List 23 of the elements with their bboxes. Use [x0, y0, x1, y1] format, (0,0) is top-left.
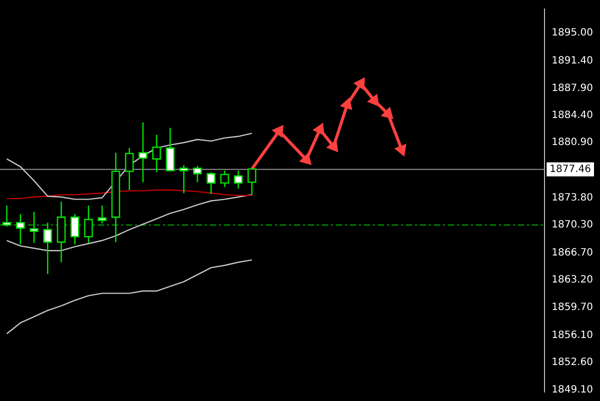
- y-tick-label: 1859.70: [552, 302, 594, 313]
- y-tick-label: 1866.70: [552, 248, 594, 259]
- y-tick-label: 1870.30: [552, 220, 594, 231]
- y-tick-label: 1884.40: [552, 110, 594, 122]
- point: [396, 144, 406, 156]
- point: [300, 154, 311, 164]
- y-tick-label: 1880.90: [552, 137, 594, 148]
- point: [328, 140, 338, 152]
- y-tick-label: 1849.10: [552, 384, 594, 396]
- point: [273, 126, 284, 137]
- y-tick-label: 1887.90: [552, 82, 594, 94]
- ref-line-label: 1877.46: [550, 164, 592, 175]
- point: [382, 108, 393, 119]
- y-tick-label: 1856.10: [552, 330, 594, 341]
- point: [368, 94, 379, 106]
- point: [314, 124, 324, 135]
- y-tick-label: 1895.00: [552, 28, 594, 39]
- y-tick-label: 1863.20: [552, 274, 594, 286]
- y-tick-label: 1852.60: [552, 357, 594, 368]
- point: [341, 98, 352, 110]
- y-tick-label: 1873.80: [552, 192, 594, 204]
- point: [354, 78, 365, 90]
- y-tick-label: 1891.40: [552, 56, 594, 67]
